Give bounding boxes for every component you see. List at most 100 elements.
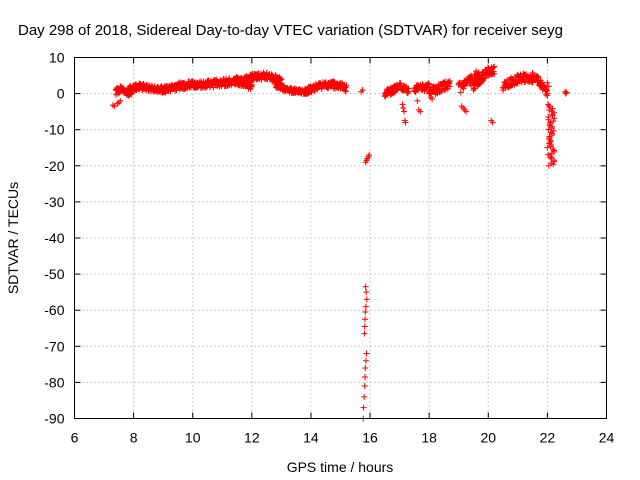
x-tick-label: 6 xyxy=(71,430,79,446)
data-point xyxy=(551,158,558,165)
data-point xyxy=(544,90,551,97)
data-point xyxy=(546,104,553,111)
data-point xyxy=(362,283,369,290)
x-tick-label: 12 xyxy=(244,430,260,446)
data-point xyxy=(359,86,366,93)
data-point xyxy=(402,119,409,126)
x-tick-label: 24 xyxy=(599,430,615,446)
data-point xyxy=(478,72,485,79)
data-point xyxy=(362,316,369,323)
data-point xyxy=(366,151,373,158)
data-point xyxy=(545,162,552,169)
data-point xyxy=(563,89,570,96)
chart-title: Day 298 of 2018, Sidereal Day-to-day VTE… xyxy=(18,22,563,39)
data-point xyxy=(490,64,497,71)
data-point xyxy=(362,364,369,371)
data-point xyxy=(446,78,453,85)
data-point xyxy=(362,357,369,364)
data-point xyxy=(442,81,449,88)
plot-frame xyxy=(74,57,607,419)
data-point xyxy=(544,79,551,86)
data-point xyxy=(471,85,478,92)
data-point xyxy=(545,83,552,90)
data-point xyxy=(457,89,464,96)
data-point xyxy=(318,86,325,93)
data-point xyxy=(362,303,369,310)
data-point xyxy=(544,144,551,151)
axis-ticks: 6 8 10 12 14 16 18 20 22 24 10 0 -10 -20 -30 -40 -50 -60 -… xyxy=(44,50,614,446)
data-point xyxy=(562,90,569,97)
y-tick-label: -50 xyxy=(44,266,64,282)
data-point xyxy=(482,75,489,82)
data-point xyxy=(362,309,369,316)
x-axis-label: GPS time / hours xyxy=(287,459,394,475)
data-point xyxy=(489,119,496,126)
y-tick-label: -80 xyxy=(44,374,64,390)
data-point xyxy=(361,323,368,330)
data-point xyxy=(405,88,412,95)
data-point xyxy=(425,81,432,88)
y-tick-label: -90 xyxy=(44,411,64,427)
y-tick-label: -30 xyxy=(44,194,64,210)
data-point xyxy=(278,76,285,83)
data-point xyxy=(543,91,550,98)
data-point xyxy=(480,75,487,82)
data-point xyxy=(363,289,370,296)
y-tick-label: -60 xyxy=(44,302,64,318)
x-tick-label: 16 xyxy=(362,430,378,446)
data-point xyxy=(117,97,124,104)
data-point xyxy=(114,100,121,107)
data-point xyxy=(325,84,332,91)
data-point xyxy=(426,90,433,97)
data-point xyxy=(109,102,116,109)
data-point xyxy=(547,129,554,136)
data-point xyxy=(545,101,552,108)
x-tick-label: 8 xyxy=(130,430,138,446)
data-point xyxy=(362,373,369,380)
x-tick-label: 10 xyxy=(185,430,201,446)
x-tick-label: 20 xyxy=(480,430,496,446)
data-point xyxy=(401,108,408,115)
data-point xyxy=(491,70,498,77)
data-point xyxy=(491,63,498,70)
y-tick-label: -40 xyxy=(44,230,64,246)
data-point xyxy=(426,81,433,88)
grid-lines xyxy=(74,57,607,419)
data-point xyxy=(417,108,424,115)
data-point xyxy=(400,105,407,112)
data-point xyxy=(361,383,368,390)
data-point xyxy=(550,161,557,168)
data-point xyxy=(111,103,118,110)
y-tick-label: 10 xyxy=(49,50,65,66)
data-point xyxy=(534,73,541,80)
data-point xyxy=(363,350,370,357)
data-point xyxy=(547,153,554,160)
data-point xyxy=(463,108,470,115)
x-tick-label: 18 xyxy=(421,430,437,446)
data-point xyxy=(343,83,350,90)
data-point xyxy=(399,101,406,108)
y-tick-label: -10 xyxy=(44,122,64,138)
x-tick-label: 22 xyxy=(540,430,556,446)
data-point xyxy=(342,84,349,91)
data-point xyxy=(446,83,453,90)
data-point xyxy=(390,90,397,97)
data-point xyxy=(551,115,558,122)
data-point xyxy=(258,76,265,83)
x-tick-label: 14 xyxy=(303,430,319,446)
data-point xyxy=(485,72,492,79)
y-tick-label: 0 xyxy=(57,86,65,102)
data-point xyxy=(263,69,270,76)
data-point xyxy=(361,393,368,400)
data-point xyxy=(414,97,421,104)
data-point xyxy=(429,96,436,103)
y-tick-label: -70 xyxy=(44,338,64,354)
data-point xyxy=(529,69,536,76)
data-point xyxy=(360,404,367,411)
y-tick-label: -20 xyxy=(44,158,64,174)
data-points xyxy=(109,63,570,422)
data-point xyxy=(461,83,468,90)
data-point xyxy=(272,79,279,86)
data-point xyxy=(547,119,554,126)
